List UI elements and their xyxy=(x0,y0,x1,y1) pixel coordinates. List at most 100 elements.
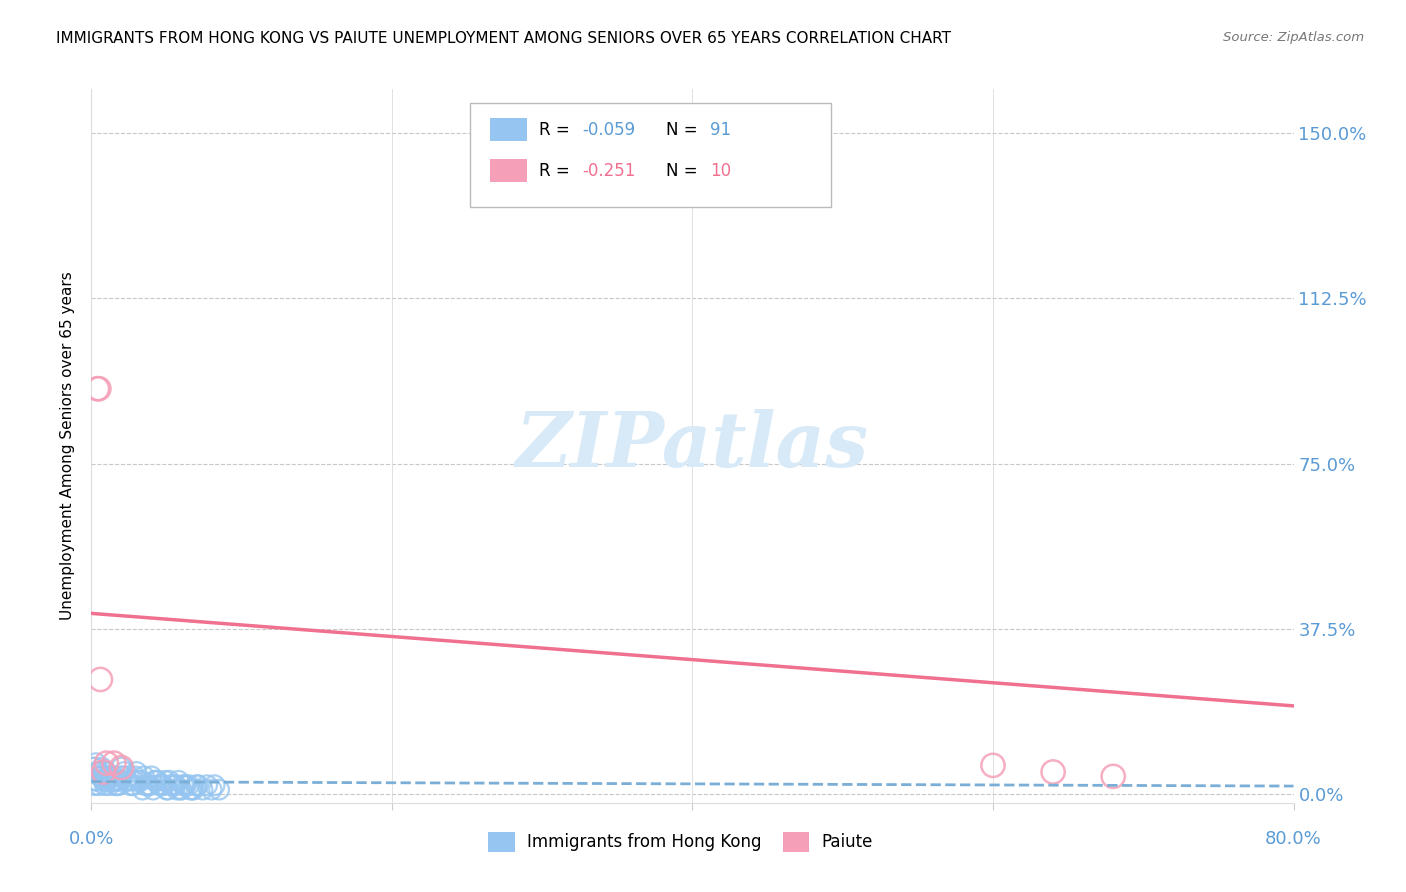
Point xyxy=(125,764,148,779)
Point xyxy=(111,769,134,783)
Point xyxy=(120,778,142,792)
Point xyxy=(98,769,121,783)
Point xyxy=(124,769,146,783)
Point xyxy=(103,773,125,788)
Point xyxy=(118,769,141,783)
Text: -0.059: -0.059 xyxy=(582,121,636,139)
Point xyxy=(128,773,150,788)
Point xyxy=(97,773,120,788)
Point xyxy=(160,778,183,792)
Point xyxy=(89,769,111,783)
Point xyxy=(107,778,129,792)
Point xyxy=(138,778,160,792)
Point xyxy=(141,769,163,783)
Point xyxy=(153,773,176,788)
Text: Immigrants from Hong Kong: Immigrants from Hong Kong xyxy=(527,833,761,851)
Point xyxy=(96,764,118,779)
Point xyxy=(132,769,155,783)
Point xyxy=(117,773,139,788)
Point xyxy=(94,773,117,788)
Point xyxy=(83,778,105,792)
Point xyxy=(187,778,209,792)
Point xyxy=(139,778,162,792)
Point xyxy=(177,778,200,792)
Text: 80.0%: 80.0% xyxy=(1265,830,1322,847)
Text: 0.0%: 0.0% xyxy=(69,830,114,847)
Point xyxy=(142,782,165,797)
Text: N =: N = xyxy=(666,161,703,179)
Point xyxy=(131,782,153,797)
Point xyxy=(84,756,107,771)
Text: 91: 91 xyxy=(710,121,731,139)
Point xyxy=(150,778,173,792)
Point xyxy=(201,782,224,797)
Point xyxy=(167,773,190,788)
Point xyxy=(145,773,167,788)
Point xyxy=(96,756,118,771)
Text: -0.251: -0.251 xyxy=(582,161,636,179)
Point xyxy=(152,778,174,792)
Point xyxy=(129,773,152,788)
Point xyxy=(110,760,132,774)
Text: IMMIGRANTS FROM HONG KONG VS PAIUTE UNEMPLOYMENT AMONG SENIORS OVER 65 YEARS COR: IMMIGRANTS FROM HONG KONG VS PAIUTE UNEM… xyxy=(56,31,952,46)
Point xyxy=(115,773,138,788)
Point xyxy=(87,382,110,396)
Point xyxy=(104,778,127,792)
Point xyxy=(82,760,104,774)
Point xyxy=(89,769,111,783)
Point xyxy=(122,778,145,792)
Point xyxy=(98,778,121,792)
Point xyxy=(87,764,110,779)
Point xyxy=(143,773,166,788)
Point xyxy=(117,773,139,788)
Point xyxy=(180,782,202,797)
Point xyxy=(163,778,186,792)
Point xyxy=(166,782,188,797)
Point xyxy=(86,382,108,396)
Point xyxy=(103,756,125,771)
Text: R =: R = xyxy=(538,161,575,179)
Point xyxy=(97,769,120,783)
Point xyxy=(107,773,129,788)
FancyBboxPatch shape xyxy=(470,103,831,207)
Point xyxy=(181,782,204,797)
Point xyxy=(93,764,115,779)
Point xyxy=(89,673,111,687)
Point xyxy=(110,769,132,783)
Point xyxy=(191,782,214,797)
Point xyxy=(103,769,125,783)
Text: Paiute: Paiute xyxy=(821,833,873,851)
Text: N =: N = xyxy=(666,121,703,139)
Point xyxy=(169,782,191,797)
Point xyxy=(93,773,115,788)
Point xyxy=(121,778,143,792)
Point xyxy=(208,782,231,797)
Point xyxy=(165,778,187,792)
Point xyxy=(162,778,184,792)
Point xyxy=(87,778,110,792)
Point xyxy=(155,782,177,797)
Point xyxy=(93,764,115,779)
Point xyxy=(90,760,112,774)
Point xyxy=(159,773,181,788)
Point xyxy=(83,760,105,774)
Point xyxy=(170,782,193,797)
Point xyxy=(1102,769,1125,783)
Text: 10: 10 xyxy=(710,161,731,179)
Point xyxy=(101,773,124,788)
Point xyxy=(134,778,156,792)
Point xyxy=(149,778,172,792)
Point xyxy=(96,769,118,783)
Point xyxy=(174,778,197,792)
Point xyxy=(108,773,131,788)
Point xyxy=(114,764,136,779)
Point xyxy=(981,758,1004,772)
Bar xyxy=(491,119,527,141)
Point xyxy=(100,769,122,783)
Point xyxy=(122,773,145,788)
Point xyxy=(86,764,108,779)
Point xyxy=(90,769,112,783)
Bar xyxy=(491,159,527,182)
Point xyxy=(172,778,194,792)
Point xyxy=(105,778,128,792)
